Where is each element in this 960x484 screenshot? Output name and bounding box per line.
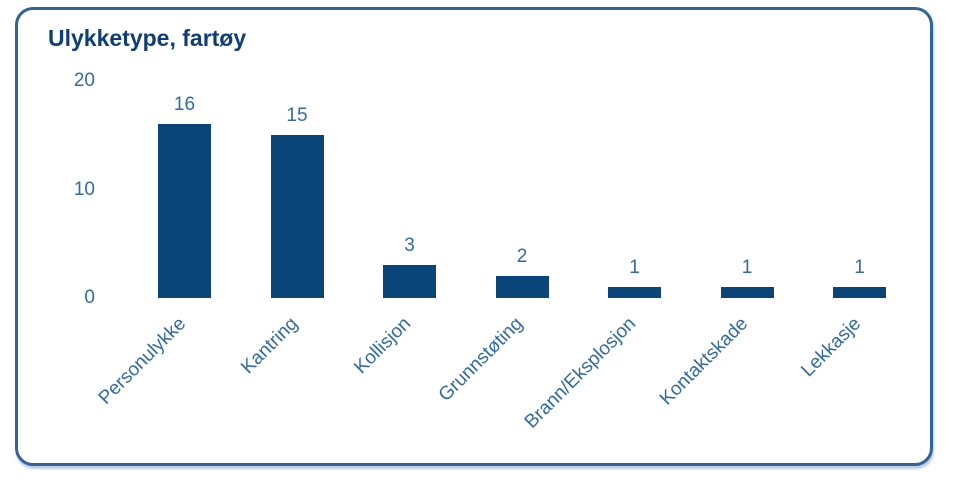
y-axis-tick-label: 10	[73, 178, 95, 200]
y-axis-tick-label: 0	[84, 287, 95, 308]
bar-value-label: 1	[741, 257, 753, 279]
bar	[270, 135, 324, 298]
bar-value-label: 1	[629, 257, 640, 279]
bar	[158, 124, 211, 298]
bar-value-label: 15	[286, 105, 308, 127]
bar	[495, 276, 549, 298]
bar-value-label: 3	[404, 235, 415, 257]
chart-title: Ulykketype, fartøy	[48, 25, 247, 51]
y-axis-tick-label: 20	[73, 70, 95, 91]
bar	[383, 265, 436, 298]
bar-value-label: 16	[173, 94, 196, 116]
bar	[608, 287, 661, 298]
bar	[720, 287, 774, 298]
bar-value-label: 1	[854, 257, 865, 279]
bar-value-label: 2	[516, 246, 528, 268]
bar	[833, 287, 886, 298]
